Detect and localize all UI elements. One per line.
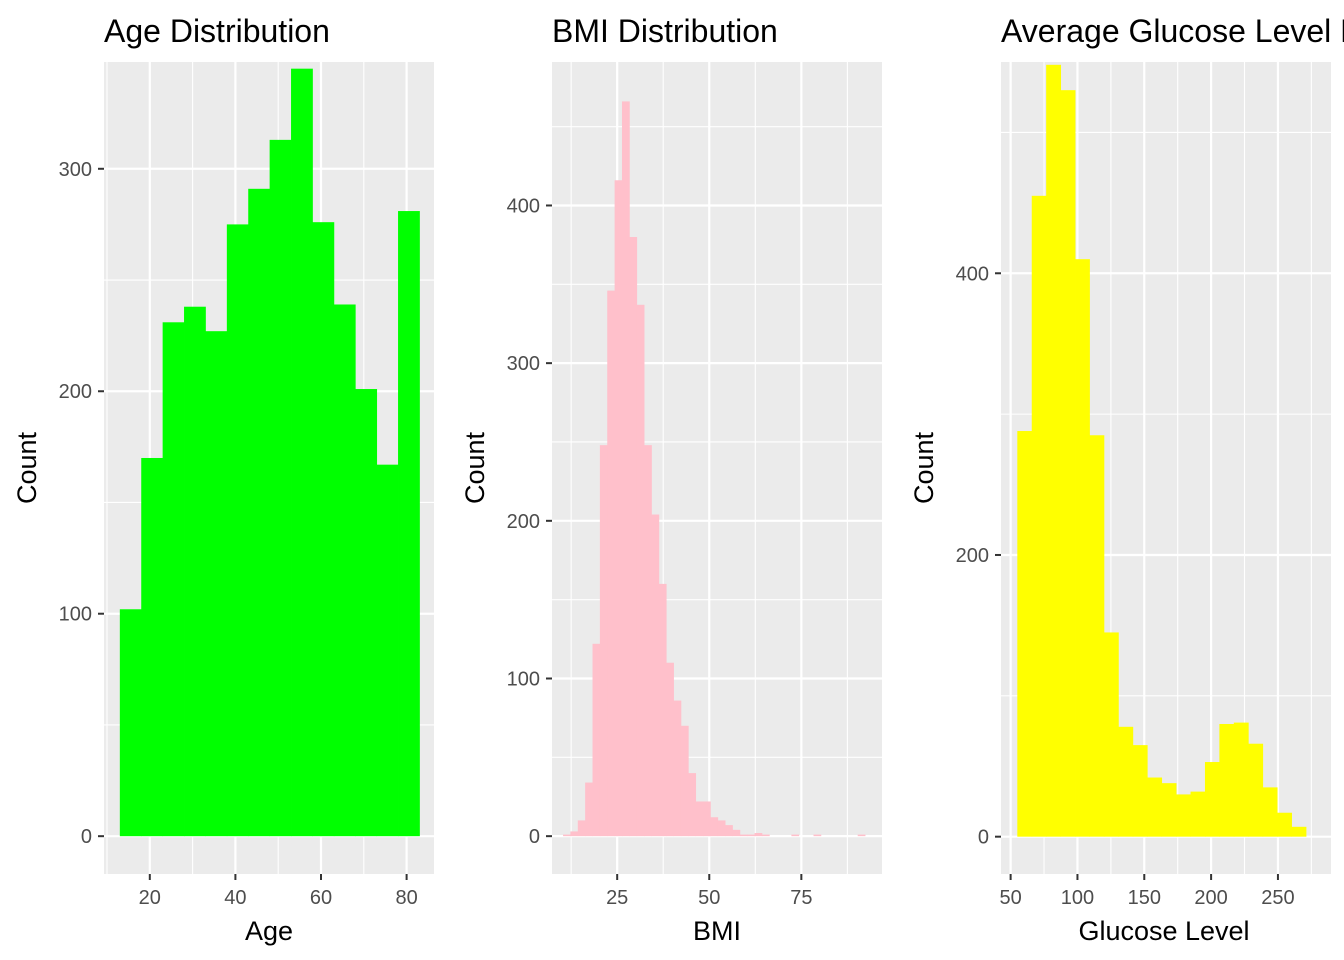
histogram-bar	[761, 834, 770, 837]
histogram-bar	[269, 139, 292, 837]
chart-title: BMI Distribution	[552, 13, 778, 49]
y-tick-label: 100	[59, 604, 92, 626]
histogram-bar	[205, 331, 228, 837]
y-axis-label: Count	[460, 431, 490, 504]
histogram-bar	[857, 834, 866, 837]
histogram-bar	[1060, 90, 1076, 837]
histogram-bar	[747, 834, 755, 837]
histogram-bar	[162, 322, 185, 837]
histogram-bar	[248, 188, 271, 837]
y-tick-label: 0	[978, 827, 989, 849]
x-tick-label: 20	[139, 887, 161, 909]
y-axis-label: Count	[12, 431, 42, 504]
x-tick-label: 150	[1128, 887, 1161, 909]
histogram-bar	[1291, 826, 1307, 837]
histogram-bar	[666, 662, 674, 837]
histogram-bar	[680, 725, 689, 837]
x-axis-label: Age	[245, 916, 293, 946]
histogram-bar	[791, 834, 800, 837]
chart-title: Average Glucose Level Distribution	[1001, 13, 1344, 49]
histogram-bar	[1046, 64, 1062, 837]
y-tick-label: 0	[81, 826, 92, 848]
x-tick-label: 200	[1194, 887, 1227, 909]
histogram-bar	[398, 211, 420, 837]
histogram-bar	[119, 609, 142, 837]
histogram-bar	[1190, 791, 1206, 837]
y-tick-label: 100	[507, 668, 540, 690]
histogram-bar	[717, 820, 726, 837]
histogram-bar	[754, 833, 763, 837]
x-tick-label: 75	[790, 887, 812, 909]
y-axis-label: Count	[909, 431, 939, 504]
histogram-bar	[563, 834, 571, 837]
histogram-bar	[1176, 794, 1191, 837]
histogram-bar	[644, 445, 652, 837]
x-tick-label: 250	[1261, 887, 1294, 909]
histogram-bar	[333, 304, 356, 837]
histogram-bar	[695, 801, 704, 837]
y-tick-label: 200	[507, 511, 540, 533]
histogram-bar	[629, 237, 638, 837]
x-tick-label: 40	[224, 887, 246, 909]
x-axis-label: BMI	[693, 916, 741, 946]
histogram-bar	[614, 180, 623, 837]
y-tick-label: 200	[59, 381, 92, 403]
histogram-bar	[673, 700, 682, 837]
histogram-bar	[141, 457, 164, 837]
histogram-bar	[607, 290, 616, 837]
histogram-bar	[1204, 762, 1220, 837]
histogram-bar	[1075, 259, 1090, 837]
histogram-bar	[739, 834, 748, 837]
histogram-bar	[376, 464, 399, 837]
histogram-bar	[585, 782, 593, 837]
histogram-bar	[312, 222, 335, 837]
histogram-bar	[592, 643, 601, 837]
histogram-bar	[226, 224, 249, 837]
histogram-bar	[1262, 787, 1278, 837]
histogram-bar	[1132, 745, 1148, 837]
histogram-bar	[1031, 195, 1047, 837]
x-axis-label: Glucose Level	[1078, 916, 1249, 946]
histogram-bar	[1147, 777, 1163, 837]
x-tick-label: 50	[698, 887, 720, 909]
histogram-bar	[570, 831, 579, 837]
histogram-bar	[599, 445, 608, 837]
histogram-bar	[1017, 431, 1033, 837]
histogram-bar	[651, 514, 660, 837]
x-tick-label: 25	[606, 887, 628, 909]
histogram-bar	[1233, 722, 1249, 837]
y-tick-label: 300	[59, 159, 92, 181]
histogram-bar	[1089, 435, 1105, 837]
histogram-bar	[1277, 812, 1292, 837]
histogram-bar	[703, 801, 711, 837]
histogram-bar	[732, 829, 741, 837]
chart-title: Age Distribution	[104, 13, 330, 49]
y-tick-label: 0	[529, 826, 540, 848]
histogram-bar	[813, 834, 822, 837]
histogram-bar	[658, 583, 667, 837]
histogram-bar	[710, 817, 719, 837]
histogram-bar	[1219, 723, 1235, 837]
y-tick-label: 300	[507, 353, 540, 375]
histogram-bar	[688, 773, 697, 837]
histogram-bar	[577, 820, 586, 837]
histogram-bar	[1118, 726, 1134, 837]
histogram-bar	[291, 68, 313, 837]
y-tick-label: 400	[956, 263, 989, 285]
histogram-bar	[636, 304, 645, 837]
x-tick-label: 80	[395, 887, 417, 909]
histogram-bar	[1103, 632, 1119, 837]
histogram-bar	[1161, 783, 1177, 837]
histogram-bar	[725, 825, 733, 837]
x-tick-label: 100	[1061, 887, 1094, 909]
y-tick-label: 200	[956, 545, 989, 567]
histogram-bar	[621, 101, 630, 837]
histogram-bar	[184, 306, 206, 837]
x-tick-label: 50	[999, 887, 1021, 909]
histogram-bar	[355, 389, 378, 837]
y-tick-label: 400	[507, 195, 540, 217]
x-tick-label: 60	[310, 887, 332, 909]
histogram-bar	[1248, 743, 1264, 837]
